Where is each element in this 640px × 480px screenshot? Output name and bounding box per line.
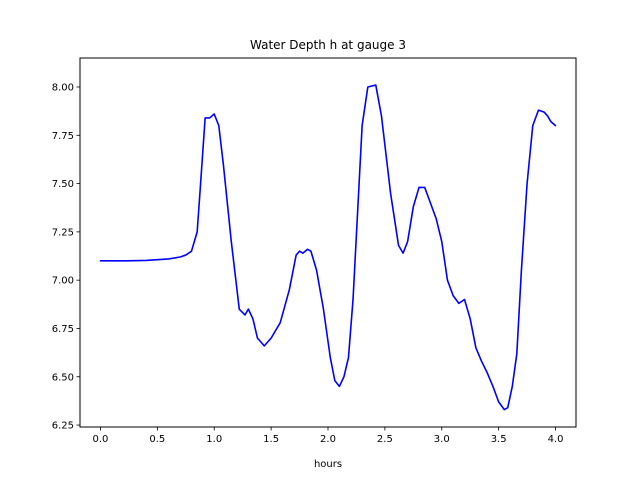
y-tick-label: 7.00	[52, 276, 74, 287]
x-tick-label: 2.0	[320, 434, 336, 445]
x-tick-label: 0.0	[93, 434, 109, 445]
y-tick-label: 6.25	[52, 421, 74, 432]
y-tick-label: 7.50	[52, 179, 74, 190]
x-tick-label: 1.0	[206, 434, 222, 445]
chart-title: Water Depth h at gauge 3	[250, 38, 406, 52]
y-tick-label: 7.75	[52, 131, 74, 142]
y-tick-label: 6.50	[52, 372, 74, 383]
y-tick-label: 8.00	[52, 82, 74, 93]
x-tick-label: 2.5	[377, 434, 393, 445]
series-line	[99, 84, 557, 411]
x-tick-label: 1.5	[263, 434, 279, 445]
x-tick-label: 3.5	[491, 434, 507, 445]
x-tick-label: 4.0	[548, 434, 564, 445]
plot-area: 0.0 0.5 1.0 1.5 2.0 2.5 3.0 3.5 4.0 6.25 6.50 6.75 7…	[52, 57, 577, 445]
y-tick-label: 7.25	[52, 227, 74, 238]
x-tick-label: 0.5	[149, 434, 165, 445]
y-tick-label: 6.75	[52, 324, 74, 335]
x-axis-label: hours	[314, 459, 342, 470]
x-tick-label: 3.0	[434, 434, 450, 445]
